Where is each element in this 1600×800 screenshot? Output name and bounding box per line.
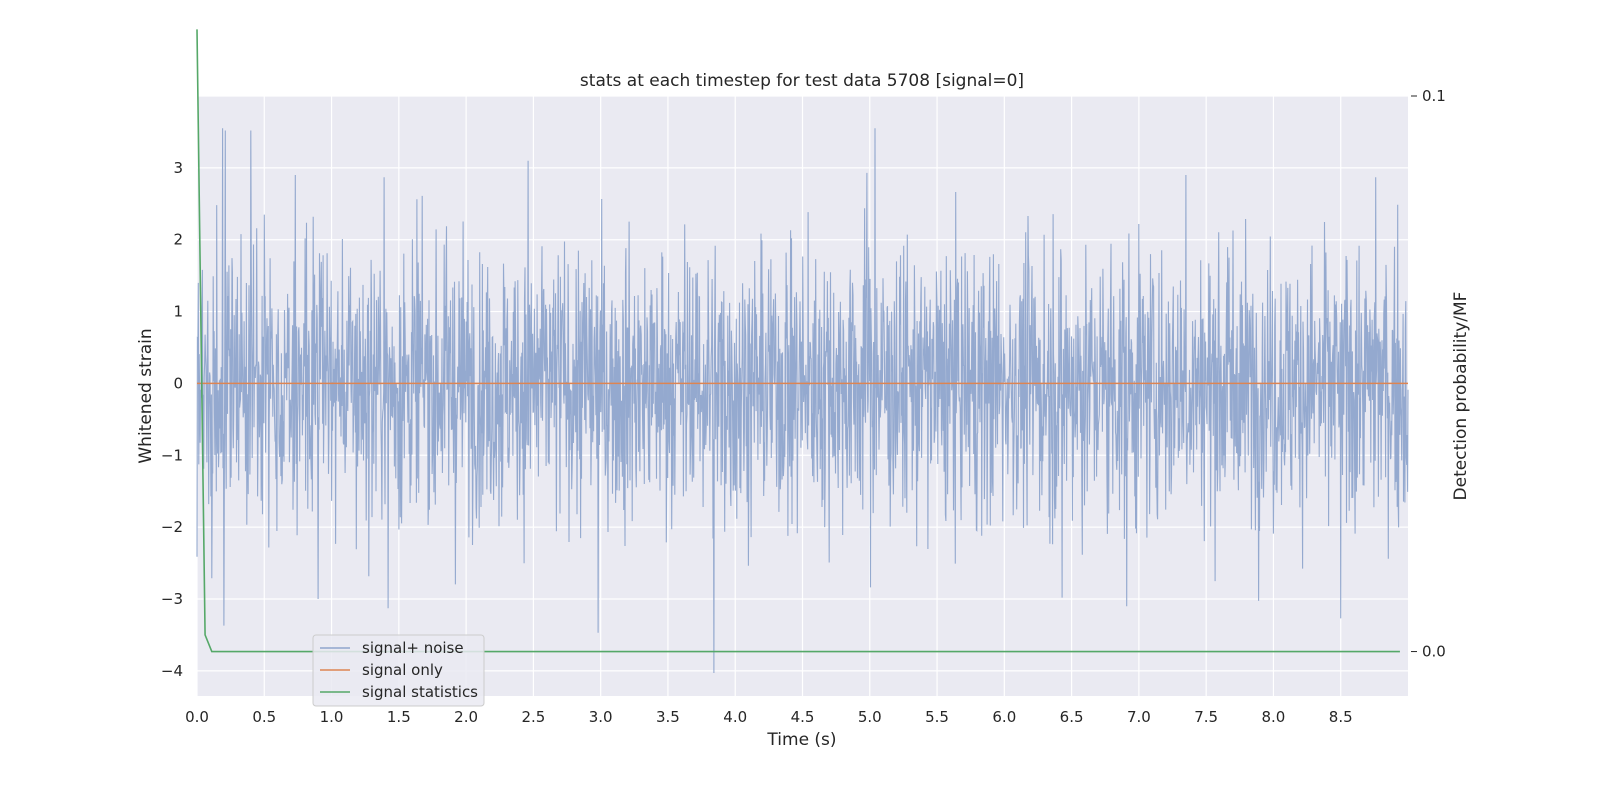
x-tick-label: 0.0 [185,708,209,726]
x-tick-label: 6.0 [992,708,1016,726]
y-tick-label: 2 [173,231,183,249]
y-axis-label: Whitened strain [136,328,156,463]
legend-box [312,634,485,707]
x-tick-label: 6.5 [1060,708,1084,726]
x-tick-label: 8.5 [1329,708,1353,726]
x-tick-label: 5.0 [858,708,882,726]
legend: signal+ noise signal only signal statist… [312,634,485,707]
x-tick-label: 8.0 [1262,708,1286,726]
x-tick-label: 1.0 [320,708,344,726]
tick-labels: 0.0 0.5 1.0 1.5 2.0 2.5 3.0 3.5 4.0 4.5 5.0 5.5 6.0 6… [161,87,1446,726]
chart-title: stats at each timestep for test data 570… [580,71,1024,91]
x-tick-label: 0.5 [252,708,276,726]
x-tick-label: 4.5 [791,708,815,726]
x-tick-label: 2.0 [454,708,478,726]
x-tick-label: 7.5 [1194,708,1218,726]
legend-label-signal-statistics: signal statistics [362,683,478,701]
y-tick-label: −1 [161,446,183,464]
x-axis-label: Time (s) [766,730,836,750]
y-tick-label: −2 [161,518,183,536]
legend-label-signal-noise: signal+ noise [362,639,464,657]
series-signal-statistics [196,29,1400,653]
x-tick-label: 2.5 [521,708,545,726]
x-tick-label: 5.5 [925,708,949,726]
y-tick-label: −4 [161,662,183,680]
series-signal-noise [196,128,1409,674]
y2-tick-label: 0.1 [1422,87,1446,105]
y2-tick-label: 0.0 [1422,643,1446,661]
y2-axis-label: Detection probability/MF [1451,292,1471,501]
series-layer [196,29,1409,674]
x-tick-label: 3.0 [589,708,613,726]
legend-label-signal-only: signal only [362,661,443,679]
y-tick-label: 1 [173,303,183,321]
y-tick-label: 3 [173,159,183,177]
x-tick-label: 7.0 [1127,708,1151,726]
x-tick-label: 4.0 [723,708,747,726]
y-tick-label: 0 [173,374,183,392]
x-tick-label: 3.5 [656,708,680,726]
x-tick-label: 1.5 [387,708,411,726]
y-tick-label: −3 [161,590,183,608]
